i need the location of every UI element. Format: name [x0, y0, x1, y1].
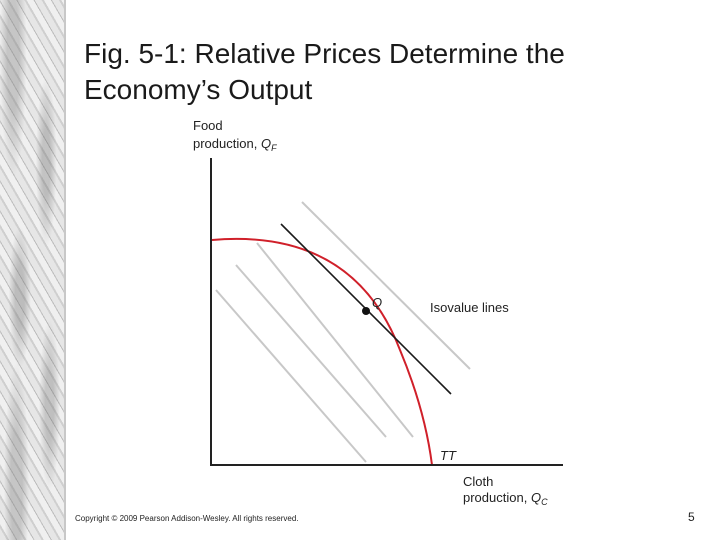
y-axis-label-line-2: production, QF — [193, 136, 277, 153]
isovalue-line-1 — [215, 289, 367, 463]
point-q — [362, 307, 370, 315]
y-axis-label-line-1: Food — [193, 118, 223, 133]
y-axis-label-variable: Q — [261, 136, 271, 151]
x-axis-label-subscript: C — [541, 497, 548, 507]
slide-title-line-2: Economy’s Output — [84, 74, 313, 105]
copyright-notice: Copyright © 2009 Pearson Addison-Wesley.… — [75, 514, 299, 523]
x-axis-label-line-2: production, QC — [463, 490, 548, 507]
slide-title-line-1: Fig. 5-1: Relative Prices Determine the — [84, 38, 565, 69]
tt-curve-label: TT — [440, 448, 457, 463]
isovalue-line-3 — [256, 242, 414, 438]
y-axis-label-text: production, — [193, 136, 261, 151]
point-q-label: Q — [372, 295, 382, 310]
isovalue-line-4 — [301, 201, 471, 370]
y-axis-label-subscript: F — [271, 143, 277, 153]
isovalue-lines-label: Isovalue lines — [430, 300, 509, 315]
marble-background-strip — [0, 0, 66, 540]
tt-curve — [211, 238, 433, 466]
x-axis-label-variable: Q — [531, 490, 541, 505]
isovalue-line-2 — [235, 264, 387, 438]
slide-title: Fig. 5-1: Relative Prices Determine the … — [84, 36, 684, 108]
x-axis-label-text: production, — [463, 490, 531, 505]
page-number: 5 — [688, 510, 695, 524]
x-axis-label-line-1: Cloth — [463, 474, 493, 489]
